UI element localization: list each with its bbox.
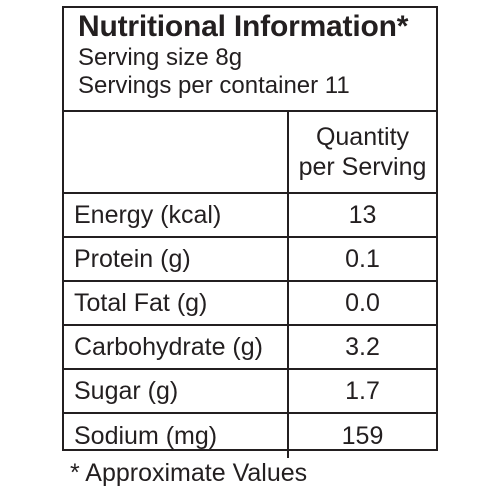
serving-size: Serving size 8g: [78, 44, 243, 71]
column-divider: [287, 194, 289, 236]
nutrient-label-energy: Energy (kcal): [74, 200, 222, 229]
column-divider: [287, 112, 289, 192]
nutrient-value-carbohydrate: 3.2: [345, 332, 380, 361]
nutrient-label-carbohydrate: Carbohydrate (g): [74, 332, 263, 361]
nutrient-label-sugar: Sugar (g): [74, 376, 179, 405]
column-divider: [287, 326, 289, 368]
nutrient-value-sugar: 1.7: [345, 376, 380, 405]
table-row: Total Fat (g) 0.0: [64, 282, 436, 326]
panel-title: Nutritional Information*: [78, 10, 409, 43]
column-divider: [287, 238, 289, 280]
nutrition-panel: Nutritional Information* Serving size 8g…: [62, 6, 438, 458]
nutrient-label-sodium: Sodium (mg): [74, 421, 218, 450]
footnote: * Approximate Values: [70, 459, 308, 487]
nutrient-label-protein: Protein (g): [74, 244, 191, 273]
nutrient-value-protein: 0.1: [345, 244, 380, 273]
nutrient-value-energy: 13: [348, 200, 377, 229]
panel-header: Nutritional Information* Serving size 8g…: [64, 8, 436, 112]
quantity-per-serving-header: Quantity per Serving: [289, 112, 436, 192]
header-line-quantity: Quantity: [315, 123, 410, 151]
nutrient-value-total-fat: 0.0: [345, 288, 380, 317]
table-header-row: Quantity per Serving: [64, 112, 436, 194]
table-row: Sodium (mg) 159: [64, 414, 436, 458]
nutrient-value-sodium: 159: [341, 421, 384, 450]
table-row: Carbohydrate (g) 3.2: [64, 326, 436, 370]
column-divider: [287, 282, 289, 324]
nutrient-label-total-fat: Total Fat (g): [74, 288, 208, 317]
column-divider: [287, 370, 289, 412]
table-row: Sugar (g) 1.7: [64, 370, 436, 414]
nutrition-table: Quantity per Serving Energy (kcal) 13 Pr…: [64, 112, 436, 458]
servings-per-container: Servings per container 11: [78, 72, 350, 99]
table-row: Protein (g) 0.1: [64, 238, 436, 282]
column-divider: [287, 414, 289, 458]
header-line-per-serving: per Serving: [298, 153, 427, 181]
table-row: Energy (kcal) 13: [64, 194, 436, 238]
